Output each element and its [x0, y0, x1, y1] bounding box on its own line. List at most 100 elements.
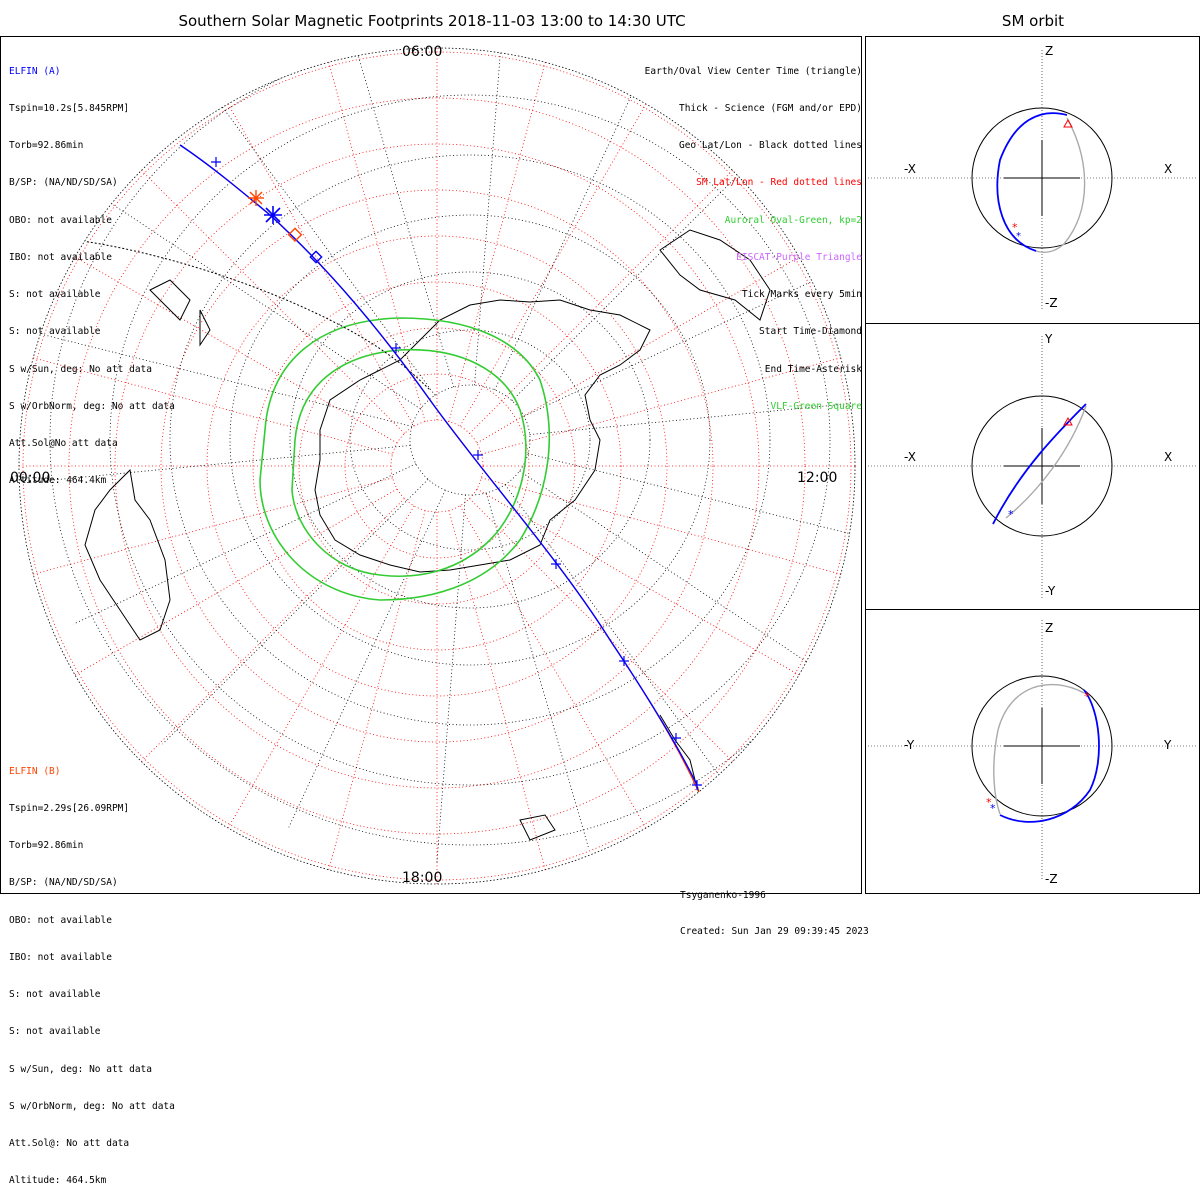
- sm-meridian: [476, 488, 800, 676]
- geo-meridian: [485, 492, 590, 850]
- legend-item: VLF-Green Square: [770, 400, 862, 412]
- geo-longitude-lines: [32, 48, 855, 864]
- elfin-b-track: [179, 144, 701, 796]
- geo-meridian: [519, 470, 834, 680]
- elfin-b-name: ELFIN (B): [9, 765, 61, 777]
- africa-coastline: [659, 229, 771, 321]
- sm-meridian: [33, 477, 393, 575]
- sm-meridian: [459, 103, 647, 427]
- elfin-b-line: Att.Sol@: No att data: [9, 1138, 130, 1149]
- sm-meridian: [459, 505, 647, 829]
- geo-meridian: [436, 494, 466, 864]
- geo-meridian: [528, 453, 855, 546]
- geo-meridian: [73, 463, 417, 625]
- sm-axis-label: X: [1164, 450, 1173, 464]
- island-coastline: [519, 814, 556, 841]
- sm-axis-label: Y: [1045, 332, 1053, 346]
- sm-meridian: [33, 357, 393, 455]
- track-tick: [211, 157, 221, 167]
- sm-axis-label: Z: [1045, 621, 1054, 635]
- geo-meridian: [504, 484, 727, 786]
- sm-axis-label: -Y: [1045, 584, 1056, 598]
- sm-panel-yz: [865, 609, 1200, 894]
- elfin-b-line: S: not available: [9, 989, 101, 1001]
- geo-meridian: [474, 48, 504, 386]
- geo-meridian: [288, 489, 446, 828]
- elfin-a-end-asterisk: [264, 206, 282, 224]
- track-tick: [391, 343, 401, 353]
- sm-axis-label: Z: [1045, 44, 1054, 58]
- clock-label-1800: 18:00: [402, 870, 443, 886]
- geo-latitude-circles: [49, 48, 855, 846]
- sm-meridian: [227, 505, 415, 829]
- credits: Tsyganenko-1996 Created: Sun Jan 29 09:3…: [680, 866, 869, 950]
- sm-meridian: [469, 498, 733, 762]
- sm-meridian: [74, 488, 398, 676]
- elfin-b-line: OBO: not available: [9, 914, 112, 926]
- elfin-b-line: B/SP: (NA/ND/SD/SA): [9, 877, 118, 889]
- footprint-map-frame: [0, 36, 862, 894]
- sm-orbit-title: SM orbit: [1001, 12, 1065, 30]
- clock-label-0600: 06:00: [402, 44, 443, 60]
- legend-item: Thick - Science (FGM and/or EPD): [678, 103, 862, 115]
- elfin-b-line: S: not available: [9, 1026, 101, 1038]
- elfin-b-line: S w/Sun, deg: No att data: [9, 1063, 152, 1075]
- elfin-a-line: S: not available: [9, 326, 101, 338]
- sm-meridian: [448, 62, 546, 422]
- auroral-oval-outer: [259, 317, 550, 601]
- sm-axis-label: X: [1164, 162, 1173, 176]
- elfin-a-line: Torb=92.86min: [9, 140, 84, 152]
- sm-axis-label: -Z: [1045, 872, 1058, 886]
- sm-meridian: [469, 170, 733, 434]
- track-tick: [473, 450, 483, 460]
- sm-axis-label: -X: [904, 450, 916, 464]
- clock-label-0000: 00:00: [10, 470, 51, 486]
- sm-meridian: [481, 357, 841, 455]
- legend-item: Auroral Oval-Green, kp=2: [724, 214, 862, 226]
- sm-meridian: [74, 256, 398, 444]
- sm-meridian: [141, 498, 405, 762]
- legend-item: EISCAT-Purple Triangle: [736, 251, 862, 263]
- legend-item: Start Time-Diamond: [759, 326, 862, 338]
- sm-meridian: [476, 256, 800, 444]
- elfin-b-line: S w/OrbNorm, deg: No att data: [9, 1100, 175, 1112]
- sm-panel-xz: [865, 36, 1200, 324]
- geo-meridian: [494, 52, 652, 391]
- plot-title: Southern Solar Magnetic Footprints 2018-…: [178, 12, 686, 30]
- geo-meridian: [162, 479, 429, 745]
- track-ticks: [211, 157, 702, 790]
- sm-meridian: [481, 477, 841, 575]
- sm-meridian: [328, 510, 426, 870]
- elfin-a-track: [179, 144, 698, 786]
- elfin-b-line: IBO: not available: [9, 951, 112, 963]
- elfin-a-line: IBO: not available: [9, 251, 112, 263]
- elfin-a-name: ELFIN (A): [9, 65, 61, 77]
- geo-meridian: [523, 255, 855, 417]
- track-tick: [692, 780, 702, 790]
- elfin-a-line: Att.Sol@No att data: [9, 438, 118, 449]
- model-credit: Tsyganenko-1996: [680, 890, 766, 901]
- elfin-b-line: Altitude: 464.5km: [9, 1175, 107, 1187]
- legend-item: Geo Lat/Lon - Black dotted lines: [678, 140, 862, 152]
- new-zealand-coastline: [149, 279, 211, 347]
- elfin-b-start-diamond: [287, 227, 303, 243]
- antarctica-coastline: [314, 299, 651, 573]
- elfin-b-line: Torb=92.86min: [9, 840, 84, 852]
- sm-axis-label: -Y: [904, 738, 915, 752]
- track-tick: [671, 733, 681, 743]
- legend-item: End Time-Asterisk: [764, 363, 862, 375]
- geo-meridian: [529, 397, 855, 435]
- geo-meridian: [511, 135, 778, 401]
- legend-item: SM Lat/Lon - Red dotted lines: [696, 177, 862, 189]
- sm-axis-label: -Z: [1045, 296, 1058, 310]
- geo-meridian: [32, 445, 411, 483]
- elfin-a-line: S w/Sun, deg: No att data: [9, 363, 152, 375]
- elfin-b-info: ELFIN (B) Tspin=2.29s[26.09RPM] Torb=92.…: [9, 741, 175, 1200]
- geo-meridian: [43, 334, 412, 427]
- sm-axis-label: Y: [1164, 738, 1172, 752]
- legend-item: Earth/Oval View Center Time (triangle): [644, 65, 862, 77]
- geo-meridian: [350, 48, 455, 388]
- geo-footprint-track: [74, 239, 431, 391]
- track-tick: [619, 656, 629, 666]
- sm-meridian: [328, 62, 426, 422]
